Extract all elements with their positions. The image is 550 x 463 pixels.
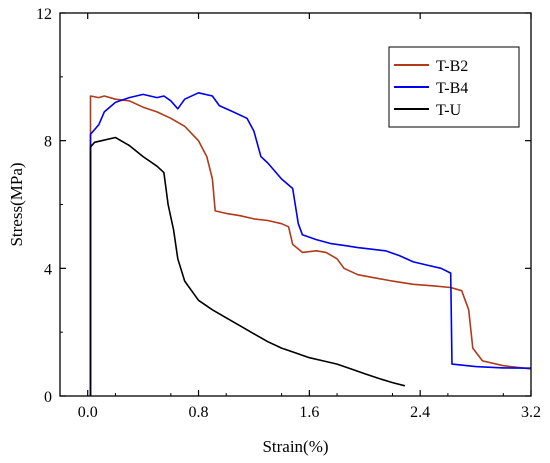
y-tick-label: 0	[44, 389, 52, 406]
x-tick-label: 0.8	[189, 404, 209, 421]
y-tick-label: 4	[44, 261, 52, 278]
legend: T-B2 T-B4 T-U	[388, 46, 520, 128]
tick-layer: 0.0 0.8 1.6 2.4 3.2 0 4 8 12	[36, 6, 541, 421]
x-tick-label: 2.4	[410, 404, 430, 421]
y-tick-label: 12	[36, 6, 52, 23]
y-tick-label: 8	[44, 134, 52, 151]
series-line-t-u	[89, 136, 406, 396]
legend-label-t-b2: T-B2	[436, 58, 468, 75]
x-tick-label: 3.2	[521, 404, 541, 421]
series-line-t-b4	[89, 92, 532, 396]
x-tick-label: 0.0	[78, 404, 98, 421]
legend-label-t-b4: T-B4	[436, 80, 468, 97]
x-axis-label: Strain(%)	[262, 437, 328, 456]
legend-label-t-u: T-U	[436, 102, 462, 119]
series-layer	[89, 92, 532, 396]
y-axis-label: Stress(MPa)	[7, 162, 26, 246]
x-tick-label: 1.6	[299, 404, 319, 421]
series-line-t-b2	[89, 95, 532, 396]
